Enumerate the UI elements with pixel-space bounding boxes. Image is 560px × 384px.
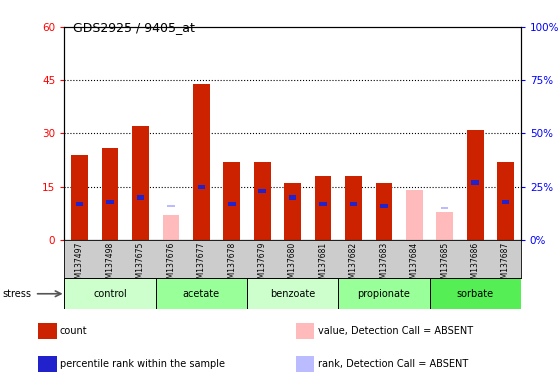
Text: GSM137687: GSM137687 bbox=[501, 242, 510, 288]
Bar bbox=[497, 162, 514, 240]
Bar bbox=[345, 176, 362, 240]
Bar bbox=[228, 202, 236, 206]
Text: GSM137685: GSM137685 bbox=[440, 242, 449, 288]
Bar bbox=[193, 84, 209, 240]
Text: GSM137680: GSM137680 bbox=[288, 242, 297, 288]
Text: GSM137682: GSM137682 bbox=[349, 242, 358, 288]
Bar bbox=[376, 183, 392, 240]
Bar bbox=[296, 356, 315, 372]
Text: sorbate: sorbate bbox=[456, 289, 494, 299]
Text: GSM137678: GSM137678 bbox=[227, 242, 236, 288]
FancyBboxPatch shape bbox=[247, 278, 338, 309]
Text: control: control bbox=[93, 289, 127, 299]
Bar bbox=[502, 200, 510, 204]
Text: GSM137684: GSM137684 bbox=[410, 242, 419, 288]
Bar bbox=[441, 207, 449, 209]
FancyBboxPatch shape bbox=[156, 278, 247, 309]
Bar bbox=[315, 176, 332, 240]
Bar bbox=[380, 204, 388, 208]
Bar bbox=[167, 205, 175, 207]
Text: benzoate: benzoate bbox=[270, 289, 315, 299]
Text: percentile rank within the sample: percentile rank within the sample bbox=[60, 359, 225, 369]
Bar bbox=[349, 202, 357, 206]
Text: rank, Detection Call = ABSENT: rank, Detection Call = ABSENT bbox=[318, 359, 468, 369]
Text: GSM137683: GSM137683 bbox=[379, 242, 389, 288]
Text: GSM137498: GSM137498 bbox=[105, 242, 115, 288]
Text: propionate: propionate bbox=[357, 289, 410, 299]
Bar bbox=[472, 180, 479, 185]
Bar bbox=[198, 185, 205, 189]
Bar bbox=[258, 189, 266, 193]
Text: count: count bbox=[60, 326, 87, 336]
Bar bbox=[254, 162, 270, 240]
Bar bbox=[436, 212, 453, 240]
Bar bbox=[38, 323, 57, 339]
Text: GSM137677: GSM137677 bbox=[197, 242, 206, 288]
Text: GSM137679: GSM137679 bbox=[258, 242, 267, 288]
Text: GDS2925 / 9405_at: GDS2925 / 9405_at bbox=[73, 21, 195, 34]
Text: GSM137497: GSM137497 bbox=[75, 242, 84, 288]
Text: GSM137675: GSM137675 bbox=[136, 242, 145, 288]
Bar bbox=[76, 202, 83, 206]
Bar bbox=[289, 195, 296, 200]
Bar bbox=[296, 323, 315, 339]
Bar bbox=[284, 183, 301, 240]
FancyBboxPatch shape bbox=[338, 278, 430, 309]
Bar bbox=[137, 195, 144, 200]
Bar bbox=[467, 130, 483, 240]
Text: GSM137676: GSM137676 bbox=[166, 242, 175, 288]
Bar bbox=[132, 126, 149, 240]
Bar bbox=[162, 215, 179, 240]
Bar bbox=[106, 200, 114, 204]
Text: GSM137686: GSM137686 bbox=[470, 242, 480, 288]
Text: acetate: acetate bbox=[183, 289, 220, 299]
Text: GSM137681: GSM137681 bbox=[319, 242, 328, 288]
Text: value, Detection Call = ABSENT: value, Detection Call = ABSENT bbox=[318, 326, 473, 336]
Bar bbox=[406, 190, 423, 240]
FancyBboxPatch shape bbox=[430, 278, 521, 309]
Bar bbox=[102, 148, 118, 240]
Bar bbox=[319, 202, 327, 206]
FancyBboxPatch shape bbox=[64, 278, 156, 309]
Bar bbox=[71, 155, 88, 240]
Text: stress: stress bbox=[3, 289, 32, 299]
Bar bbox=[38, 356, 57, 372]
Bar bbox=[223, 162, 240, 240]
